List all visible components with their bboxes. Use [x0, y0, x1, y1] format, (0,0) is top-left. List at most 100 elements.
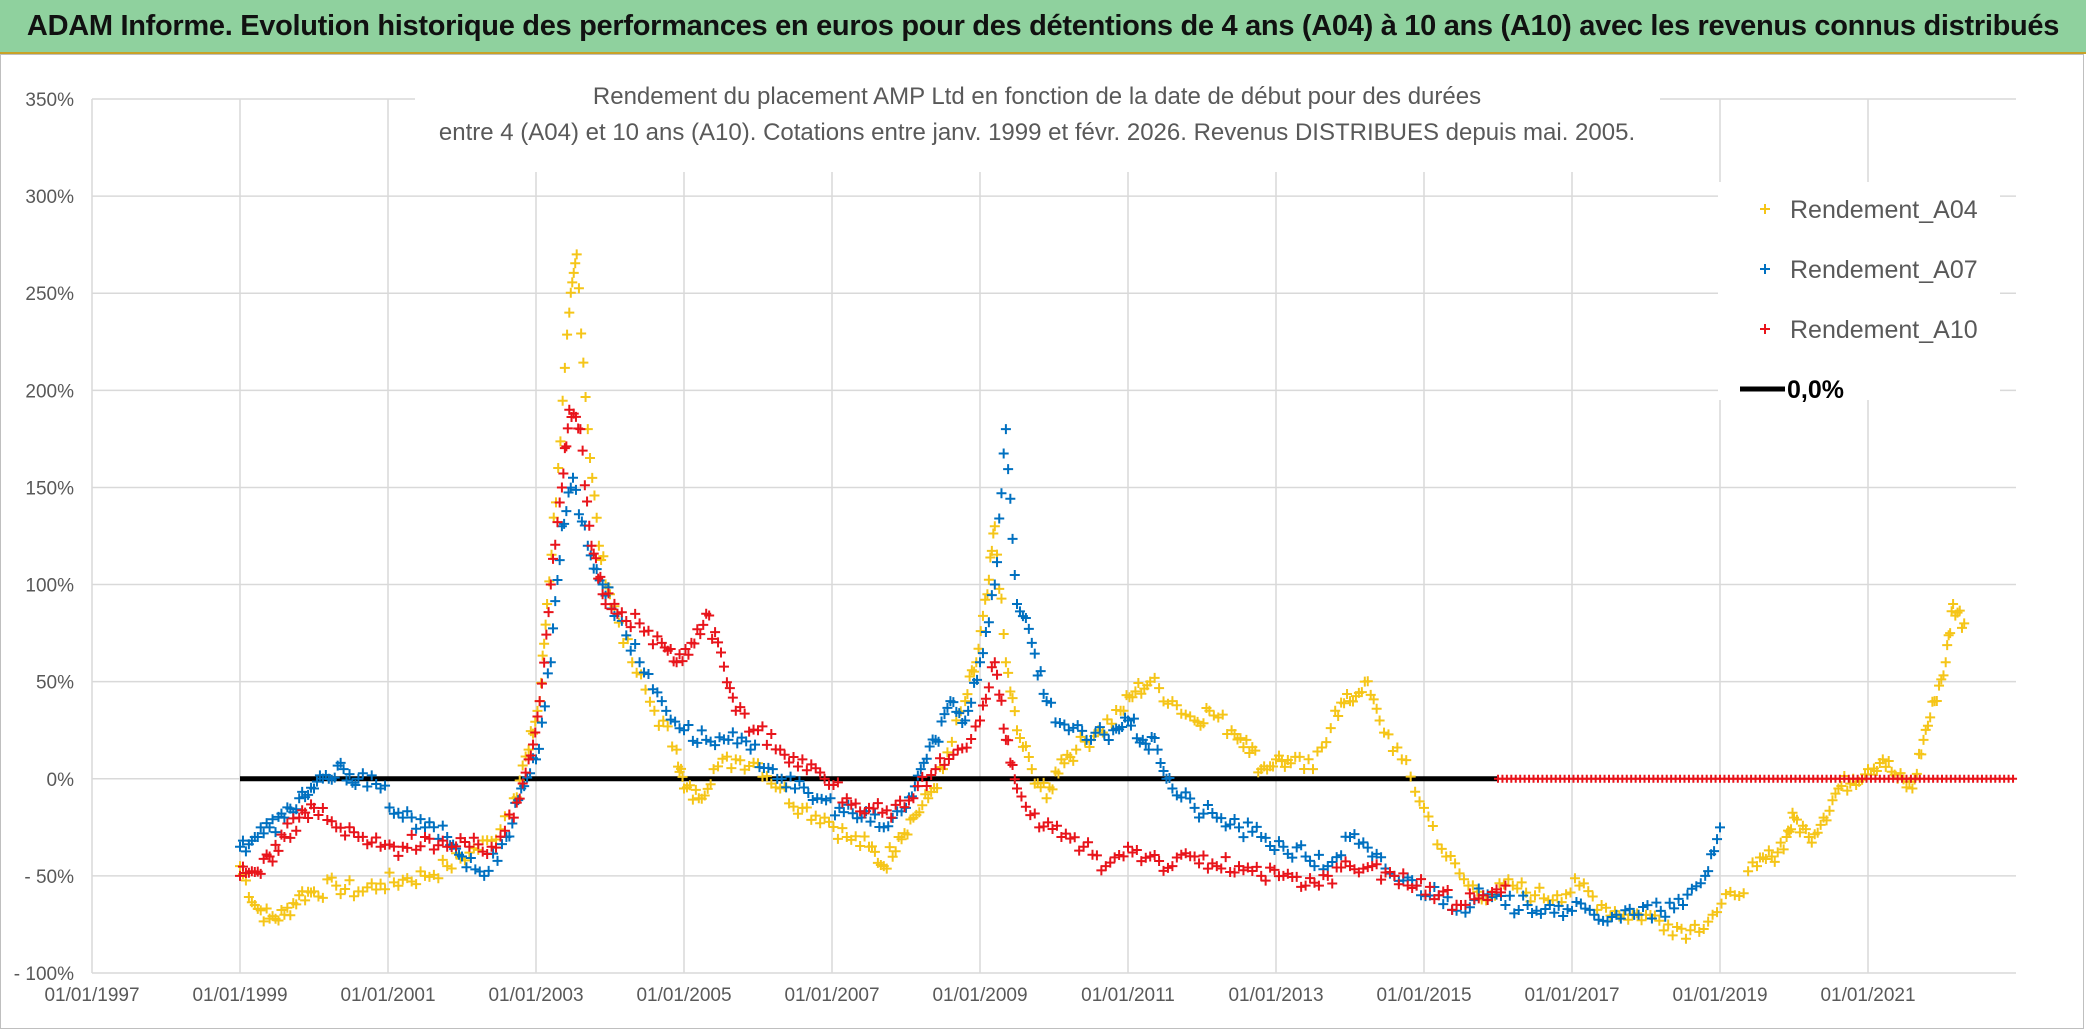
- data-point: [459, 837, 470, 848]
- data-point: [482, 849, 493, 860]
- data-point: [348, 891, 359, 902]
- data-point: [939, 709, 950, 720]
- data-point: [701, 734, 712, 745]
- data-point: [285, 832, 296, 843]
- data-point: [1216, 863, 1227, 874]
- grid-lines: [91, 98, 2016, 974]
- data-point: [344, 822, 355, 833]
- data-point: [1330, 705, 1341, 716]
- data-point: [723, 734, 734, 745]
- data-point: [1743, 866, 1754, 877]
- data-point: [1305, 873, 1316, 884]
- data-point: [380, 884, 391, 895]
- data-point: [491, 842, 502, 853]
- data-point: [322, 874, 333, 885]
- data-point: [1167, 861, 1178, 872]
- data-point: [536, 717, 547, 728]
- data-point: [520, 767, 531, 778]
- data-point: [926, 769, 937, 780]
- data-point: [340, 884, 351, 895]
- data-point: [996, 593, 1007, 604]
- data-point: [1194, 858, 1205, 869]
- data-point: [825, 793, 836, 804]
- data-point: [917, 800, 928, 811]
- data-point: [671, 744, 682, 755]
- data-point: [932, 783, 943, 794]
- data-point: [942, 747, 953, 758]
- data-point: [294, 793, 305, 804]
- data-point: [1327, 857, 1338, 868]
- data-point: [1014, 732, 1025, 743]
- data-point: [1128, 713, 1139, 724]
- data-point: [317, 892, 328, 903]
- data-point: [1268, 761, 1279, 772]
- data-point: [992, 669, 1003, 680]
- data-point: [902, 829, 913, 840]
- data-point: [492, 855, 503, 866]
- data-point: [1069, 832, 1080, 843]
- data-point: [553, 463, 564, 474]
- data-point: [362, 839, 373, 850]
- data-point: [1464, 888, 1475, 899]
- data-point: [1712, 907, 1723, 918]
- data-point: [1786, 824, 1797, 835]
- data-point: [1273, 750, 1284, 761]
- data-point: [1152, 744, 1163, 755]
- data-point: [1059, 758, 1070, 769]
- data-point: [1244, 748, 1255, 758]
- data-point: [344, 769, 355, 780]
- data-point: [1158, 765, 1169, 776]
- series-rendement-a07: [235, 424, 1725, 927]
- data-point: [713, 637, 724, 648]
- data-point: [986, 590, 997, 601]
- chart-title-line-2: entre 4 (A04) et 10 ans (A10). Cotations…: [439, 119, 1635, 146]
- data-point: [591, 564, 602, 575]
- data-point: [479, 870, 490, 881]
- data-point: [1167, 783, 1178, 794]
- data-point: [1781, 832, 1792, 843]
- legend-background: [1718, 182, 2000, 400]
- data-point: [1959, 618, 1970, 629]
- data-point: [1664, 897, 1675, 908]
- data-point: [279, 812, 290, 823]
- data-point: [258, 916, 269, 927]
- data-point: [1084, 742, 1095, 753]
- data-point: [792, 808, 803, 819]
- data-point: [1238, 742, 1249, 753]
- data-point: [1654, 915, 1665, 926]
- data-point: [1945, 628, 1956, 639]
- data-point: [792, 761, 803, 772]
- data-point: [297, 786, 308, 797]
- data-point: [393, 880, 404, 891]
- data-point: [1149, 733, 1160, 744]
- data-point: [1094, 722, 1105, 733]
- data-point: [1026, 637, 1037, 648]
- data-point: [495, 831, 506, 842]
- data-point: [1220, 821, 1231, 832]
- data-point: [258, 828, 269, 839]
- data-point: [616, 607, 627, 618]
- data-point: [589, 490, 600, 501]
- data-point: [788, 801, 799, 812]
- data-point: [1922, 720, 1933, 731]
- data-point: [563, 487, 574, 498]
- data-point: [1522, 900, 1533, 911]
- data-point: [1353, 838, 1364, 849]
- data-point: [837, 797, 848, 808]
- data-point: [1803, 832, 1814, 843]
- data-point: [1942, 640, 1953, 651]
- data-point: [1356, 687, 1367, 698]
- data-point: [644, 696, 655, 707]
- data-point: [1769, 856, 1780, 867]
- data-point: [1269, 864, 1280, 875]
- data-point: [344, 875, 355, 886]
- data-point: [1772, 847, 1783, 858]
- data-point: [424, 817, 435, 828]
- data-point: [1606, 911, 1617, 922]
- data-point: [550, 596, 561, 607]
- report-banner: ADAM Informe. Evolution historique des p…: [0, 0, 2086, 54]
- data-point: [998, 448, 1009, 459]
- data-point: [1336, 850, 1347, 861]
- data-point: [1114, 849, 1125, 860]
- data-point: [1712, 834, 1723, 845]
